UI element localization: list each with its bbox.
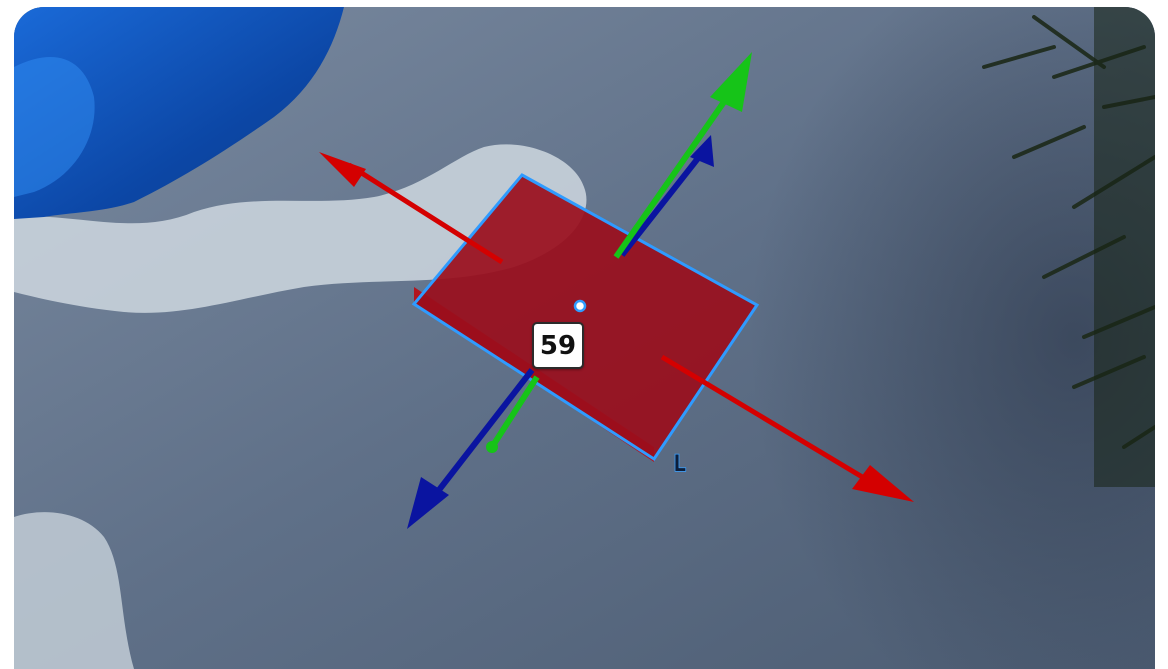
z-axis-handle[interactable] [407,135,714,529]
size-readout-label: 59 [532,322,584,369]
selection-outline [411,173,760,462]
snow-drift-lower [14,512,134,669]
water-highlight [14,57,95,197]
x-axis-handle[interactable] [319,152,914,502]
scene-view[interactable] [14,7,1155,669]
move-gizmo-icon[interactable] [319,52,914,529]
grass-shadow [1094,7,1155,487]
local-space-indicator: L [672,452,687,478]
water-surface [14,7,344,219]
selected-part[interactable] [411,173,760,462]
part-top-face [414,175,757,459]
game-viewport[interactable]: 59 L [14,7,1155,669]
pivot-point-icon[interactable] [573,299,587,313]
y-axis-handle[interactable] [486,52,752,453]
